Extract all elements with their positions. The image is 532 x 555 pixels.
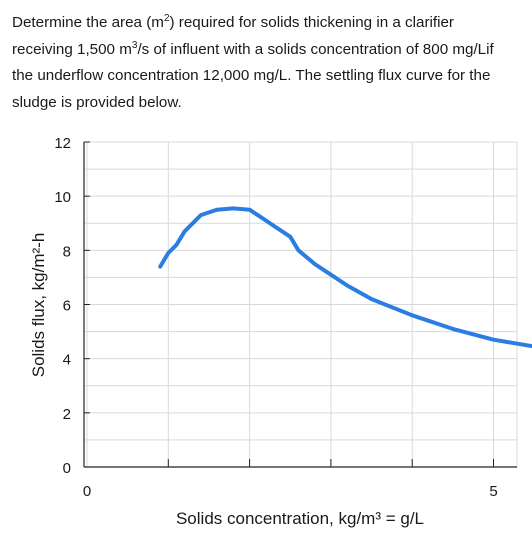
y-tick-label: 10: [54, 189, 71, 206]
x-tick-label: 5: [489, 483, 497, 500]
y-tick-label: 0: [63, 460, 71, 477]
y-tick-label: 4: [63, 352, 71, 369]
y-tick-label: 6: [63, 298, 71, 315]
chart-series: [158, 206, 532, 349]
chart-tick-labels: 024681012051015: [54, 135, 497, 500]
settling-flux-curve: [158, 206, 532, 349]
x-axis-label: Solids concentration, kg/m³ = g/L: [176, 509, 424, 528]
question-part-3: /s of influent with a solids concentrati…: [12, 40, 494, 111]
y-tick-label: 12: [54, 135, 71, 152]
chart-grid: [84, 141, 518, 468]
y-tick-label: 2: [63, 406, 71, 423]
y-tick-label: 8: [63, 243, 71, 260]
y-axis-label: Solids flux, kg/m²-h: [29, 233, 48, 378]
question-superscript-1: 2: [163, 12, 170, 24]
chart-axes: [83, 141, 517, 468]
question-superscript-2: 3: [131, 39, 138, 51]
question-part-2: ) required for solids thickening in a cl…: [12, 14, 454, 58]
x-tick-label: 0: [83, 483, 91, 500]
question-part-1: Determine the area (m: [12, 14, 164, 31]
question-text: Determine the area (m2) required for sol…: [12, 10, 517, 116]
